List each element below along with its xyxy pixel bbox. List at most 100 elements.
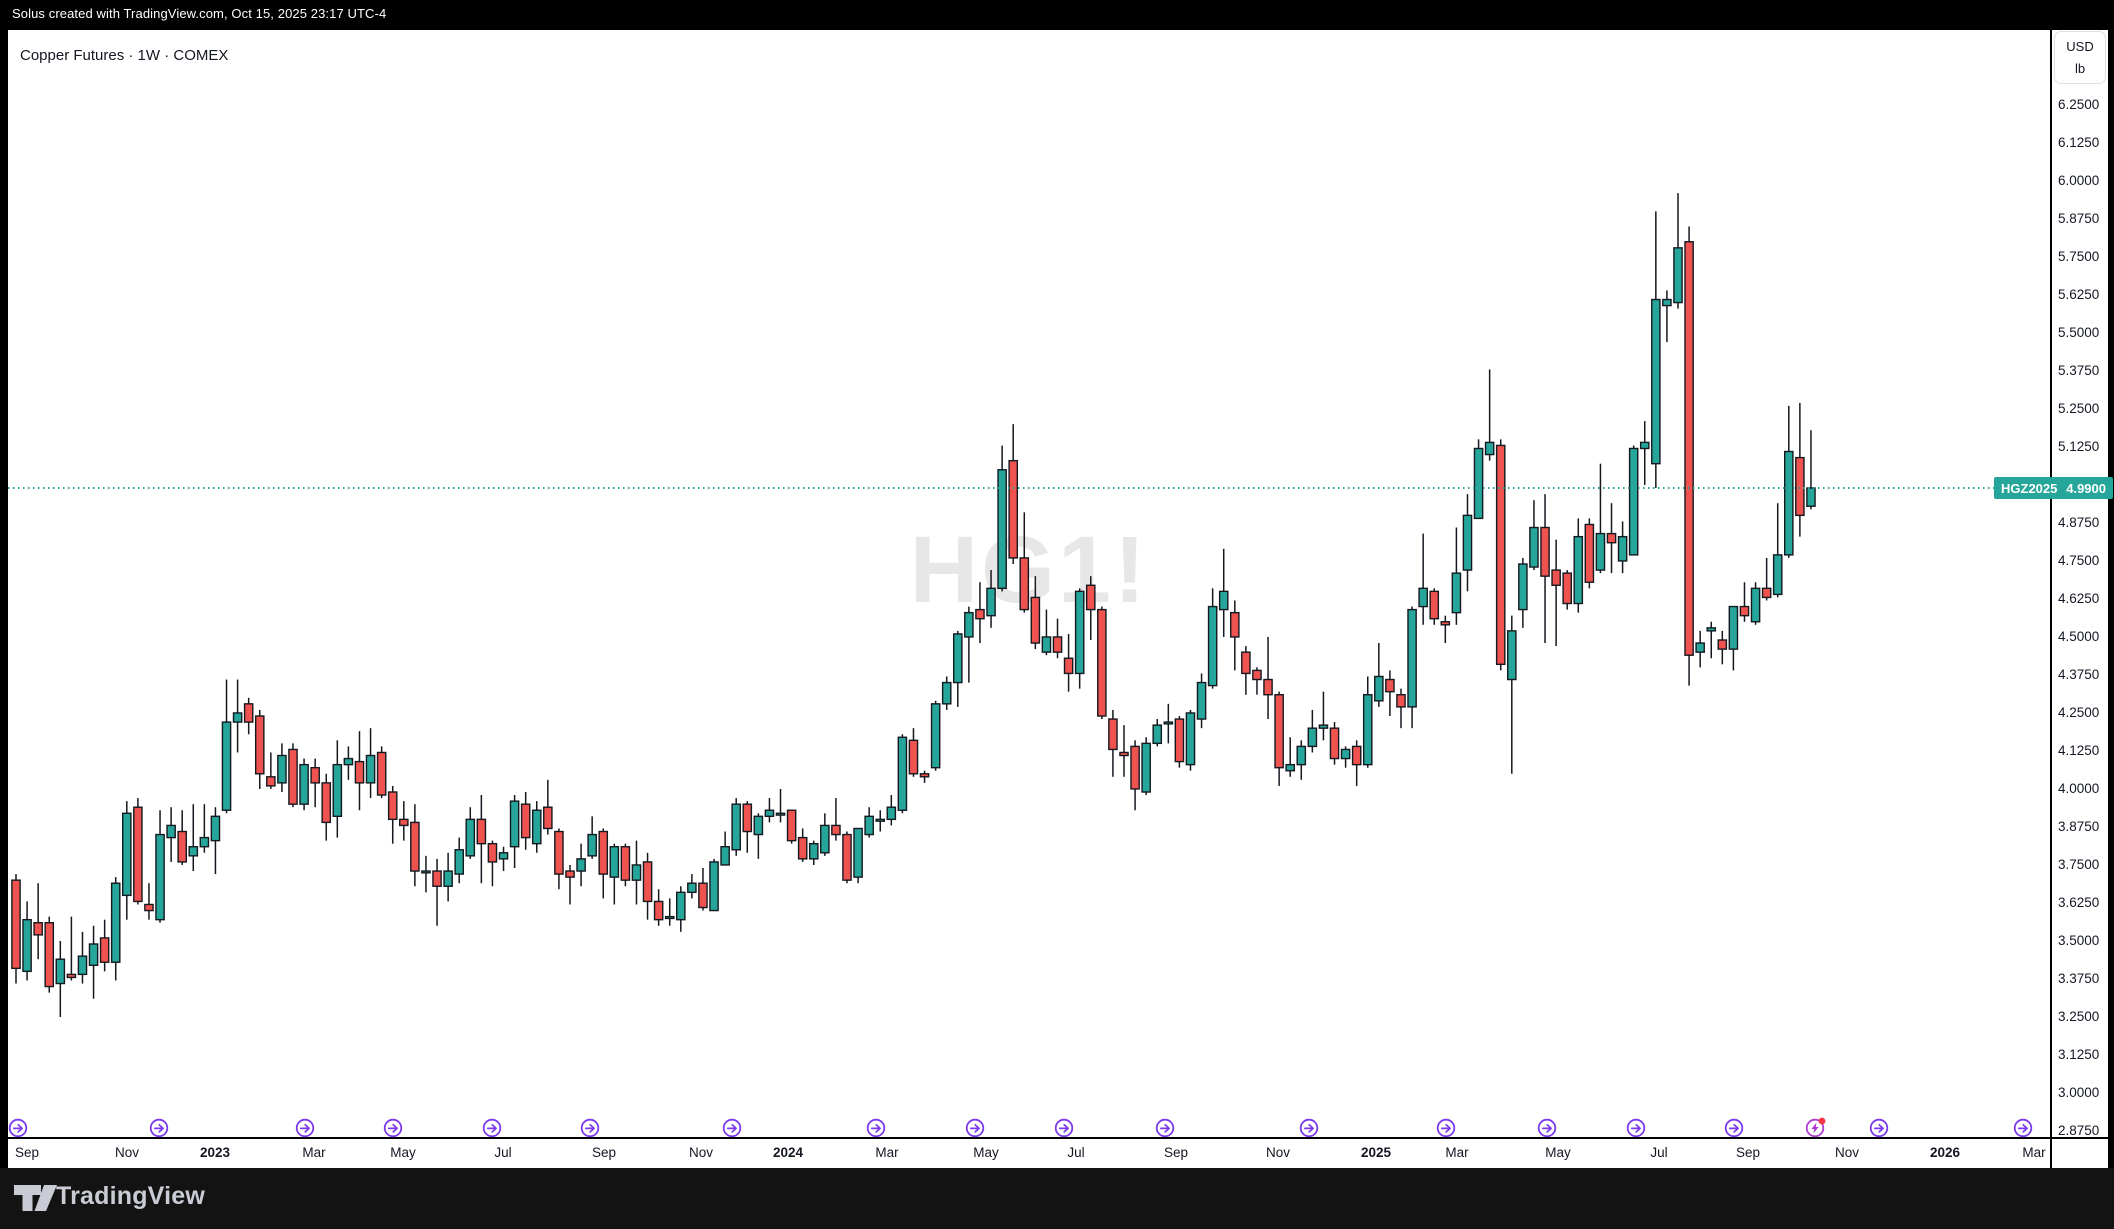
candle <box>1141 737 1151 796</box>
candle <box>820 813 830 856</box>
price-axis-label: 6.0000 <box>2058 172 2100 188</box>
time-axis-label: 2026 <box>1929 1145 1961 1160</box>
candle <box>166 807 176 862</box>
candle <box>875 810 886 832</box>
price-axis-label: 4.2500 <box>2058 704 2100 720</box>
time-axis-label: Sep <box>591 1145 617 1160</box>
candle <box>1229 600 1240 671</box>
candle <box>1074 588 1085 689</box>
price-axis-border <box>2050 28 2052 1168</box>
candle <box>266 752 276 789</box>
candle <box>930 700 941 771</box>
candle <box>1772 503 1783 598</box>
candle <box>376 746 387 799</box>
candle <box>1008 424 1018 564</box>
candle <box>443 852 453 902</box>
contract-rollover-icon[interactable] <box>580 1118 600 1138</box>
contract-rollover-alert-icon[interactable] <box>1805 1117 1826 1138</box>
price-axis-label: 4.7500 <box>2058 552 2100 568</box>
candle <box>1595 463 1606 574</box>
price-axis-label: 5.5000 <box>2058 324 2100 340</box>
candle <box>720 831 730 866</box>
candle <box>1628 445 1639 556</box>
candle <box>808 840 819 865</box>
candles-layer <box>11 193 1816 1017</box>
candle <box>687 874 697 899</box>
price-axis-label: 5.2500 <box>2058 400 2100 416</box>
candle <box>77 931 88 984</box>
contract-rollover-icon[interactable] <box>866 1118 886 1138</box>
candle <box>432 858 442 926</box>
candle <box>919 770 930 783</box>
time-scale[interactable]: Sep Nov 2023 Mar May Jul Sep Nov 2024 Mar May Jul Se… <box>0 1145 2114 1167</box>
candle <box>1396 688 1406 729</box>
candle <box>387 785 398 844</box>
candle <box>1651 211 1661 488</box>
contract-rollover-icon[interactable] <box>1869 1118 1889 1138</box>
candle <box>964 606 974 683</box>
price-axis-label: 3.8750 <box>2058 818 2100 834</box>
candle <box>1185 709 1196 771</box>
candle <box>1518 557 1528 628</box>
candle <box>1130 740 1140 811</box>
candle <box>842 831 852 884</box>
contract-rollover-icon[interactable] <box>2013 1118 2033 1138</box>
price-unit-box: USD lb <box>2054 31 2106 84</box>
last-price-label: HGZ2025 4.9900 <box>1994 477 2113 499</box>
contract-rollover-icon[interactable] <box>965 1118 985 1138</box>
candle <box>1252 667 1262 695</box>
candle <box>243 697 254 735</box>
candle <box>188 804 199 872</box>
candle <box>620 843 631 887</box>
candle <box>121 801 132 920</box>
time-axis-label: Jul <box>494 1145 512 1160</box>
contract-rollover-icon[interactable] <box>1054 1118 1074 1138</box>
candle <box>897 734 908 814</box>
candle <box>975 582 985 644</box>
contract-rollover-icon[interactable] <box>295 1118 315 1138</box>
unit-measure: lb <box>2074 61 2086 76</box>
last-price-value: 4.9900 <box>2066 480 2106 496</box>
candle <box>1761 557 1772 601</box>
contract-rollover-icon[interactable] <box>1626 1118 1646 1138</box>
candle <box>277 743 287 792</box>
candle <box>365 728 376 799</box>
contract-rollover-icon[interactable] <box>149 1118 169 1138</box>
candle <box>1551 539 1561 647</box>
price-axis-label: 4.1250 <box>2058 742 2100 758</box>
candle <box>1163 703 1174 744</box>
contract-rollover-icon[interactable] <box>383 1118 403 1138</box>
contract-rollover-icon[interactable] <box>482 1118 502 1138</box>
symbol-title[interactable]: Copper Futures · 1W · COMEX <box>20 47 229 64</box>
candle <box>310 758 320 808</box>
lightning-icon <box>1811 1122 1819 1134</box>
candle <box>1728 605 1739 671</box>
attribution-bar: Solus created with TradingView.com, Oct … <box>0 0 2114 28</box>
candle <box>221 679 232 814</box>
candle <box>1562 570 1572 610</box>
price-axis-label: 6.2500 <box>2058 96 2100 112</box>
candle <box>1451 527 1462 625</box>
candle <box>1418 533 1428 625</box>
contract-rollover-icon[interactable] <box>1155 1118 1175 1138</box>
candle <box>199 804 210 853</box>
candle <box>210 807 221 875</box>
price-axis-label: 3.6250 <box>2058 894 2100 910</box>
contract-rollover-icon[interactable] <box>1299 1118 1319 1138</box>
price-scale[interactable]: 6.2500 6.1250 6.0000 5.8750 5.7500 5.6250 5.50… <box>2052 28 2108 1138</box>
candle <box>1440 615 1451 644</box>
tradingview-logo[interactable] <box>12 1183 212 1215</box>
price-axis-label: 5.1250 <box>2058 438 2100 454</box>
chart-canvas[interactable]: HG1! <box>0 28 2050 1168</box>
candle <box>88 925 99 999</box>
time-axis-label: Sep <box>14 1145 40 1160</box>
contract-rollover-icon[interactable] <box>1436 1118 1456 1138</box>
chart-frame-right <box>2108 28 2114 1168</box>
tradingview-logo-icon <box>14 1185 57 1211</box>
contract-rollover-icon[interactable] <box>8 1118 28 1138</box>
contract-rollover-icon[interactable] <box>1537 1118 1557 1138</box>
contract-code: HGZ2025 <box>2001 480 2058 496</box>
price-axis-label: 6.1250 <box>2058 134 2100 150</box>
contract-rollover-icon[interactable] <box>722 1118 742 1138</box>
contract-rollover-icon[interactable] <box>1724 1118 1744 1138</box>
